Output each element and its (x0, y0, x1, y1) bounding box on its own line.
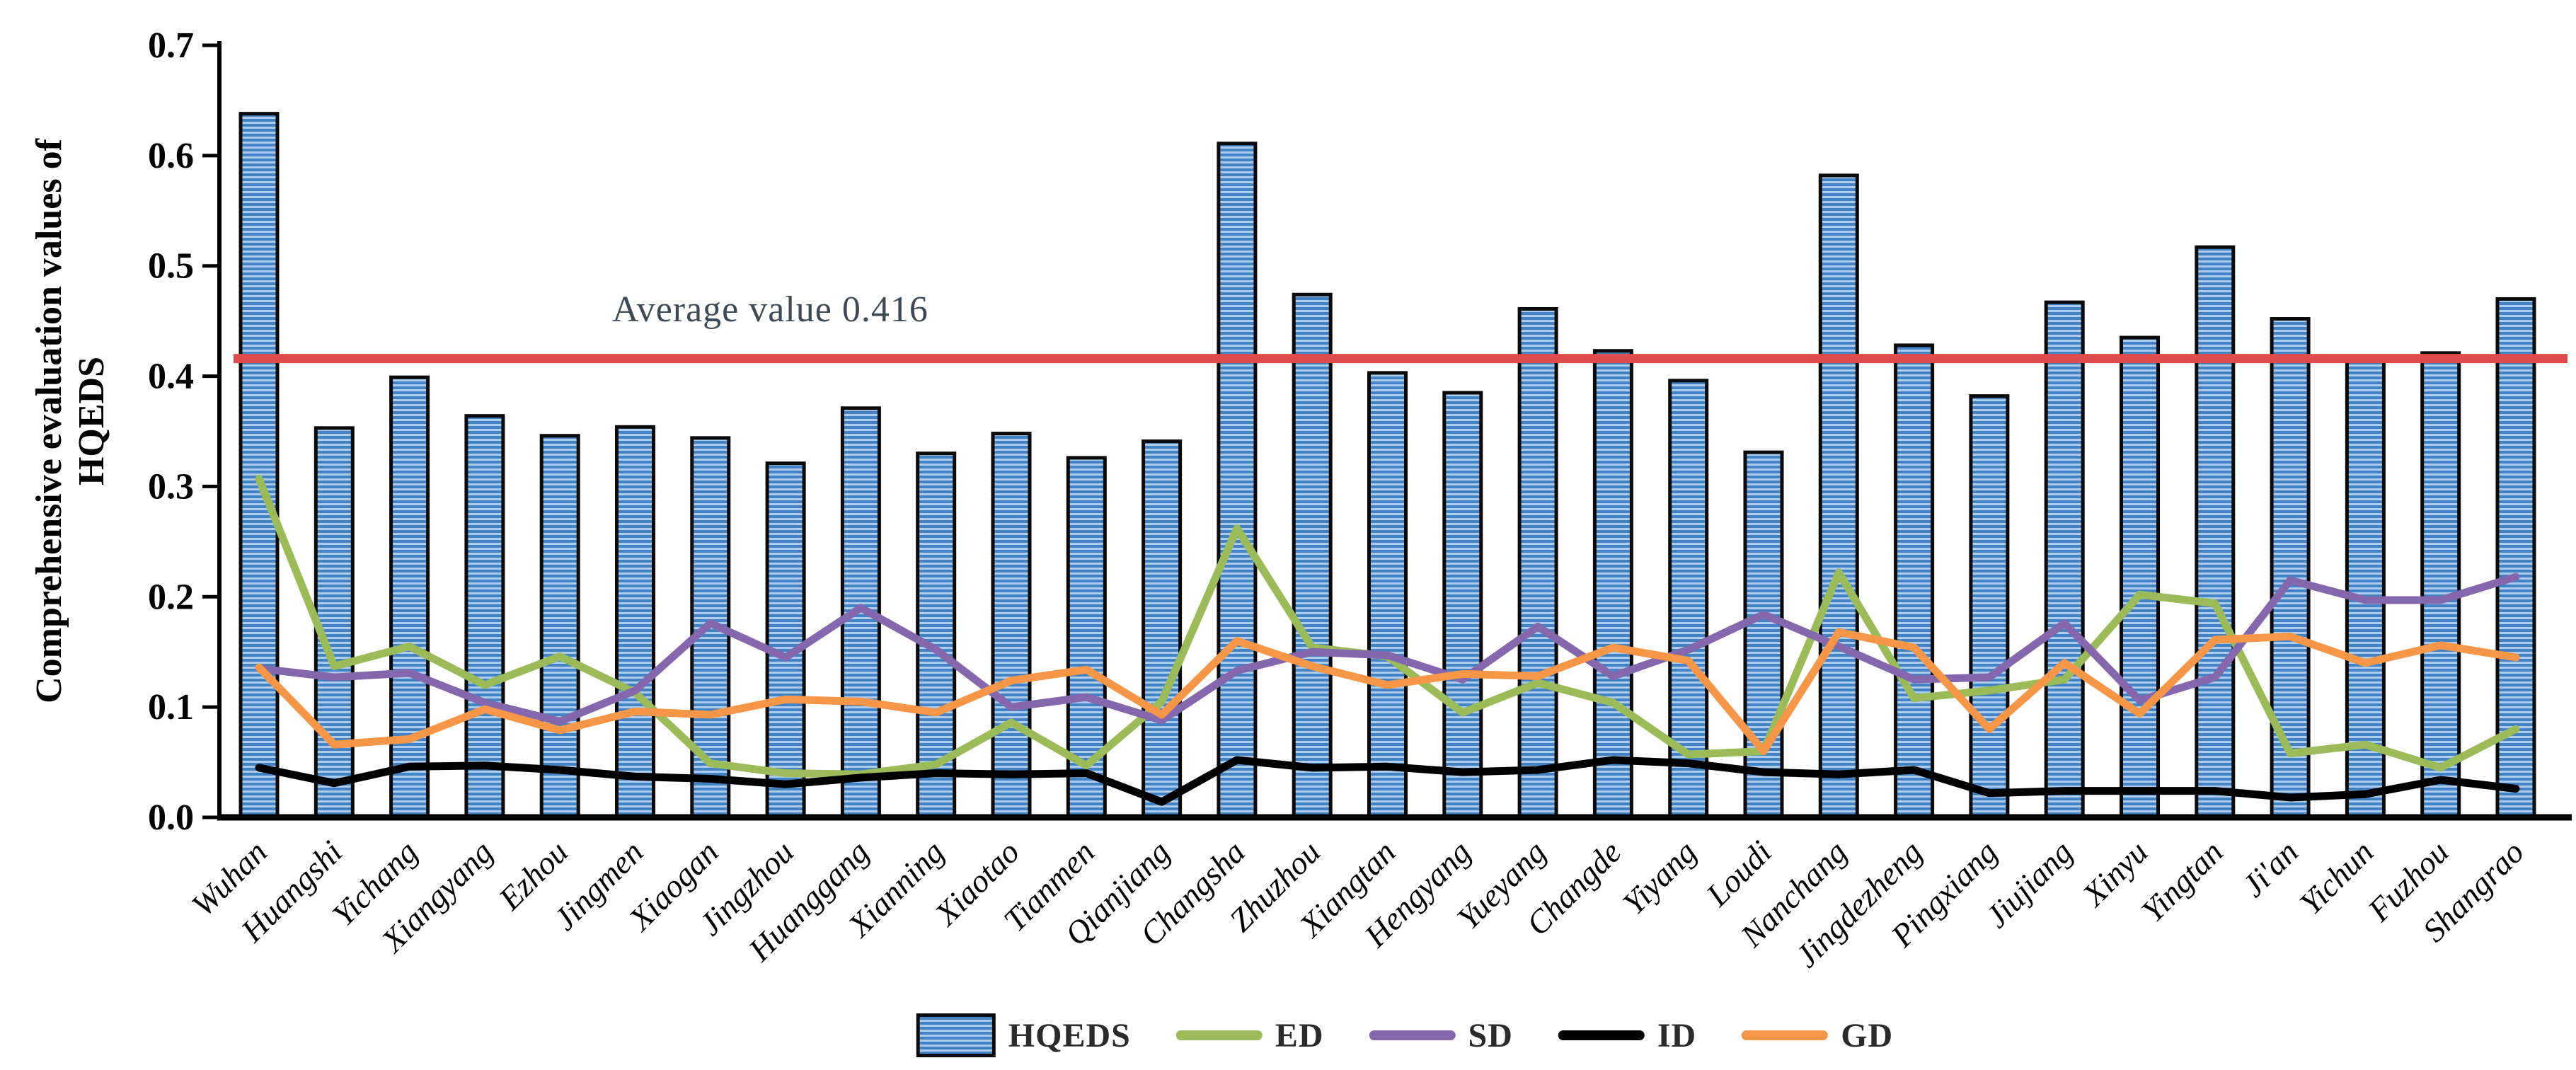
bar-hqeds-Hengyang (1442, 391, 1483, 819)
legend-item-gd: GD (1742, 1016, 1893, 1055)
legend-item-sd: SD (1369, 1016, 1513, 1055)
bar-hqeds-Xiangyang (464, 414, 505, 819)
y-tick-label-0.0: 0.0 (148, 798, 194, 838)
legend-swatch-line-icon (1175, 1030, 1263, 1040)
y-tick-label-0.4: 0.4 (148, 357, 194, 397)
legend-item-id: ID (1558, 1016, 1696, 1055)
y-axis-title-line2: HQEDS (71, 356, 112, 486)
bar-hqeds-Yueyang (1517, 306, 1558, 819)
y-tick-label-0.2: 0.2 (148, 577, 194, 617)
bar-hqeds-Ji'an (2270, 317, 2311, 819)
bar-hqeds-Ezhou (539, 434, 580, 819)
legend-label: ED (1275, 1016, 1324, 1054)
line-id (255, 756, 2520, 806)
bar-hqeds-Wuhan (238, 112, 280, 819)
bar-hqeds-Qianjiang (1142, 439, 1183, 819)
bar-hqeds-Yingtan (2195, 245, 2236, 819)
bar-hqeds-Zhuzhou (1292, 292, 1333, 819)
legend-item-ed: ED (1175, 1016, 1324, 1055)
x-label-Yiyang: Yiyang (1616, 834, 1703, 921)
bar-hqeds-Huangshi (314, 426, 355, 819)
chart-legend: HQEDS ED SD ID GD (916, 1013, 1893, 1057)
legend-label: GD (1841, 1016, 1894, 1054)
y-axis-title: Comprehensive evaluation values of HQEDS (28, 0, 113, 846)
bar-hqeds-Changde (1592, 349, 1633, 819)
average-value-annotation: Average value 0.416 (612, 289, 928, 330)
legend-item-hqeds: HQEDS (916, 1013, 1131, 1057)
bar-hqeds-Xiangtan (1367, 371, 1408, 819)
bar-hqeds-Xinyu (2120, 335, 2160, 819)
bar-hqeds-Fuzhou (2420, 351, 2461, 819)
line-gd (255, 628, 2520, 755)
bar-hqeds-Jingmen (615, 425, 655, 819)
y-tick-label-0.7: 0.7 (148, 25, 194, 66)
bar-hqeds-Yichang (389, 375, 430, 819)
bar-hqeds-Xiaotao (991, 432, 1032, 819)
legend-label: SD (1468, 1016, 1513, 1054)
legend-swatch-line-icon (1558, 1030, 1645, 1040)
bar-hqeds-Nanchang (1818, 173, 1859, 819)
bar-hqeds-Jingzhou (765, 461, 806, 819)
y-tick-label-0.3: 0.3 (148, 466, 194, 507)
legend-label: HQEDS (1008, 1016, 1131, 1054)
y-axis-title-line1: Comprehensive evaluation values of (29, 139, 70, 703)
y-tick-label-0.1: 0.1 (148, 687, 194, 727)
bar-hqeds-Jingdezheng (1894, 343, 1935, 819)
x-label-Yingtan: Yingtan (2134, 834, 2230, 929)
y-tick-label-0.6: 0.6 (148, 136, 194, 176)
bar-hqeds-Jiujiang (2044, 300, 2085, 819)
bar-hqeds-Changsha (1217, 142, 1258, 819)
bar-hqeds-Pingxiang (1969, 394, 2010, 819)
bar-hqeds-Yichun (2345, 355, 2386, 819)
legend-swatch-line-icon (1742, 1030, 1829, 1040)
legend-swatch-line-icon (1369, 1030, 1456, 1040)
line-sd (255, 573, 2520, 725)
legend-label: ID (1657, 1016, 1697, 1054)
y-tick-label-0.5: 0.5 (148, 246, 194, 287)
bar-hqeds-Loudi (1743, 450, 1784, 819)
legend-swatch-bar-icon (916, 1013, 996, 1057)
